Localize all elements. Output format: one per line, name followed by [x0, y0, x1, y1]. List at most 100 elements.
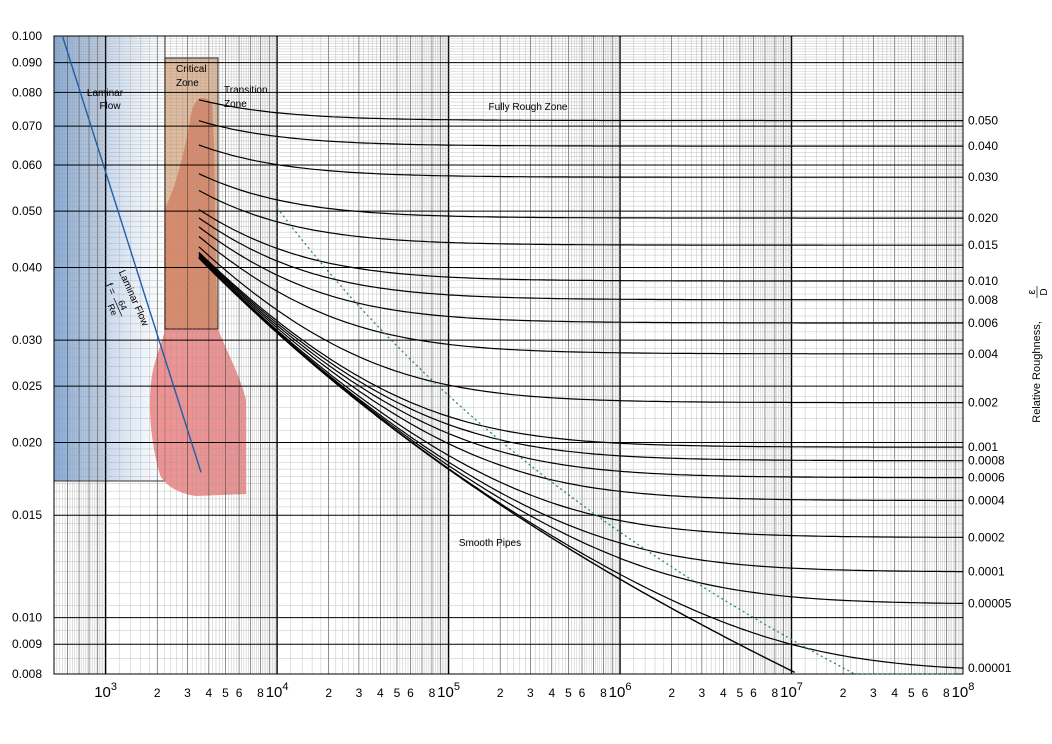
x-tick-minor-label: 5 [737, 686, 744, 700]
x-tick-minor-label: 3 [184, 686, 191, 700]
x-tick-minor-label: 6 [750, 686, 757, 700]
y-tick-label: 0.080 [12, 85, 42, 99]
x-tick-minor-label: 8 [943, 686, 950, 700]
x-tick-minor-label: 6 [236, 686, 243, 700]
critical-zone-label-2: Zone [176, 78, 199, 89]
x-tick-minor-label: 6 [922, 686, 929, 700]
y-tick-label: 0.060 [12, 158, 42, 172]
grid [54, 35, 963, 675]
x-tick-minor-label: 2 [325, 686, 332, 700]
x-tick-decade: 108 [952, 681, 975, 701]
critical-zone [164, 57, 219, 330]
y-tick-label: 0.100 [12, 29, 42, 43]
laminar-formula-denominator: Re [106, 302, 120, 317]
laminar-formula-f: f = [103, 282, 118, 297]
roughness-curve [198, 257, 964, 669]
roughness-label: 0.050 [968, 114, 998, 128]
roughness-curve [198, 208, 963, 282]
right-axis-title: Relative Roughness, ε D [1026, 286, 1050, 423]
roughness-curve [198, 120, 963, 147]
roughness-curve [198, 226, 963, 324]
y-tick-label: 0.010 [12, 611, 42, 625]
x-tick-minor-label: 2 [840, 686, 847, 700]
roughness-label: 0.040 [968, 139, 998, 153]
roughness-curve [198, 256, 963, 573]
right-axis-label: Relative Roughness, [1031, 321, 1043, 423]
plot-frame [53, 35, 964, 675]
roughness-label: 0.004 [968, 347, 998, 361]
roughness-label: 0.0008 [968, 454, 1005, 468]
roughness-curve [198, 189, 963, 246]
smooth-pipe-curve [198, 257, 796, 674]
x-tick-decade: 107 [780, 681, 803, 701]
x-tick-minor-label: 5 [565, 686, 572, 700]
y-tick-label: 0.070 [12, 119, 42, 133]
roughness-curve [198, 173, 963, 219]
x-tick-minor-label: 8 [772, 686, 779, 700]
x-tick-decade: 106 [609, 681, 632, 701]
roughness-curve [198, 254, 963, 479]
x-tick-minor-label: 8 [429, 686, 436, 700]
laminar-zone-label-2: Flow [99, 101, 121, 112]
roughness-label: 0.015 [968, 238, 998, 252]
roughness-label: 0.020 [968, 211, 998, 225]
roughness-curve [198, 99, 963, 122]
y-axis-ticks: 0.100 0.090 0.080 0.070 0.060 0.050 0.040 0.030… [12, 29, 42, 681]
y-tick-label: 0.090 [12, 56, 42, 70]
x-tick-minor-label: 4 [377, 686, 384, 700]
roughness-label: 0.010 [968, 274, 998, 288]
critical-zone-label: Critical [176, 64, 207, 75]
laminar-flow-line [61, 35, 202, 473]
roughness-label: 0.0006 [968, 471, 1005, 485]
x-tick-minor-label: 2 [668, 686, 675, 700]
roughness-label: 0.00001 [968, 661, 1012, 675]
x-tick-minor-label: 3 [870, 686, 877, 700]
y-tick-label: 0.009 [12, 637, 42, 651]
x-tick-decade: 103 [94, 681, 117, 701]
right-axis-epsilon: ε [1026, 289, 1038, 294]
roughness-label: 0.0002 [968, 530, 1005, 544]
roughness-label: 0.00005 [968, 596, 1012, 610]
x-tick-minor-label: 4 [548, 686, 555, 700]
x-tick-minor-label: 5 [394, 686, 401, 700]
y-tick-label: 0.040 [12, 260, 42, 274]
x-tick-minor-label: 8 [600, 686, 607, 700]
roughness-labels: 0.050 0.040 0.030 0.020 0.015 0.010 0.008 0.006… [968, 114, 1012, 676]
x-tick-minor-label: 3 [527, 686, 534, 700]
x-tick-minor-label: 2 [497, 686, 504, 700]
x-tick-minor-label: 3 [356, 686, 363, 700]
y-tick-label: 0.020 [12, 436, 42, 450]
x-axis-ticks: 103 2 3 4 5 6 8 104 2 3 4 5 6 8 105 2 3 4 5 6 8 106 2 3 4 5 6 8 107 2… [94, 681, 974, 701]
x-tick-minor-label: 6 [407, 686, 414, 700]
transition-zone-label: Transition [224, 85, 268, 96]
laminar-formula-bar [113, 297, 123, 317]
smooth-pipes-label: Smooth Pipes [459, 538, 521, 549]
roughness-curve [198, 217, 963, 301]
curves [61, 35, 964, 675]
y-tick-label: 0.030 [12, 333, 42, 347]
fully-rough-zone-label: Fully Rough Zone [489, 102, 568, 113]
y-tick-label: 0.015 [12, 508, 42, 522]
right-axis-D: D [1039, 288, 1050, 295]
roughness-label: 0.008 [968, 293, 998, 307]
y-tick-label: 0.050 [12, 204, 42, 218]
x-tick-decade: 105 [437, 681, 460, 701]
roughness-curve [198, 251, 964, 448]
laminar-formula-numerator: 64 [116, 299, 129, 312]
roughness-curve [198, 236, 963, 355]
x-tick-minor-label: 6 [579, 686, 586, 700]
x-tick-minor-label: 5 [222, 686, 229, 700]
roughness-curve [198, 252, 963, 462]
y-tick-label: 0.025 [12, 379, 42, 393]
roughness-curve [198, 256, 964, 538]
x-tick-minor-label: 5 [908, 686, 915, 700]
roughness-label: 0.001 [968, 440, 998, 454]
x-tick-minor-label: 4 [891, 686, 898, 700]
x-tick-minor-label: 4 [720, 686, 727, 700]
x-tick-minor-label: 4 [206, 686, 213, 700]
roughness-label: 0.030 [968, 170, 998, 184]
roughness-curve [198, 257, 963, 605]
roughness-label: 0.002 [968, 396, 998, 410]
roughness-label: 0.0004 [968, 494, 1005, 508]
